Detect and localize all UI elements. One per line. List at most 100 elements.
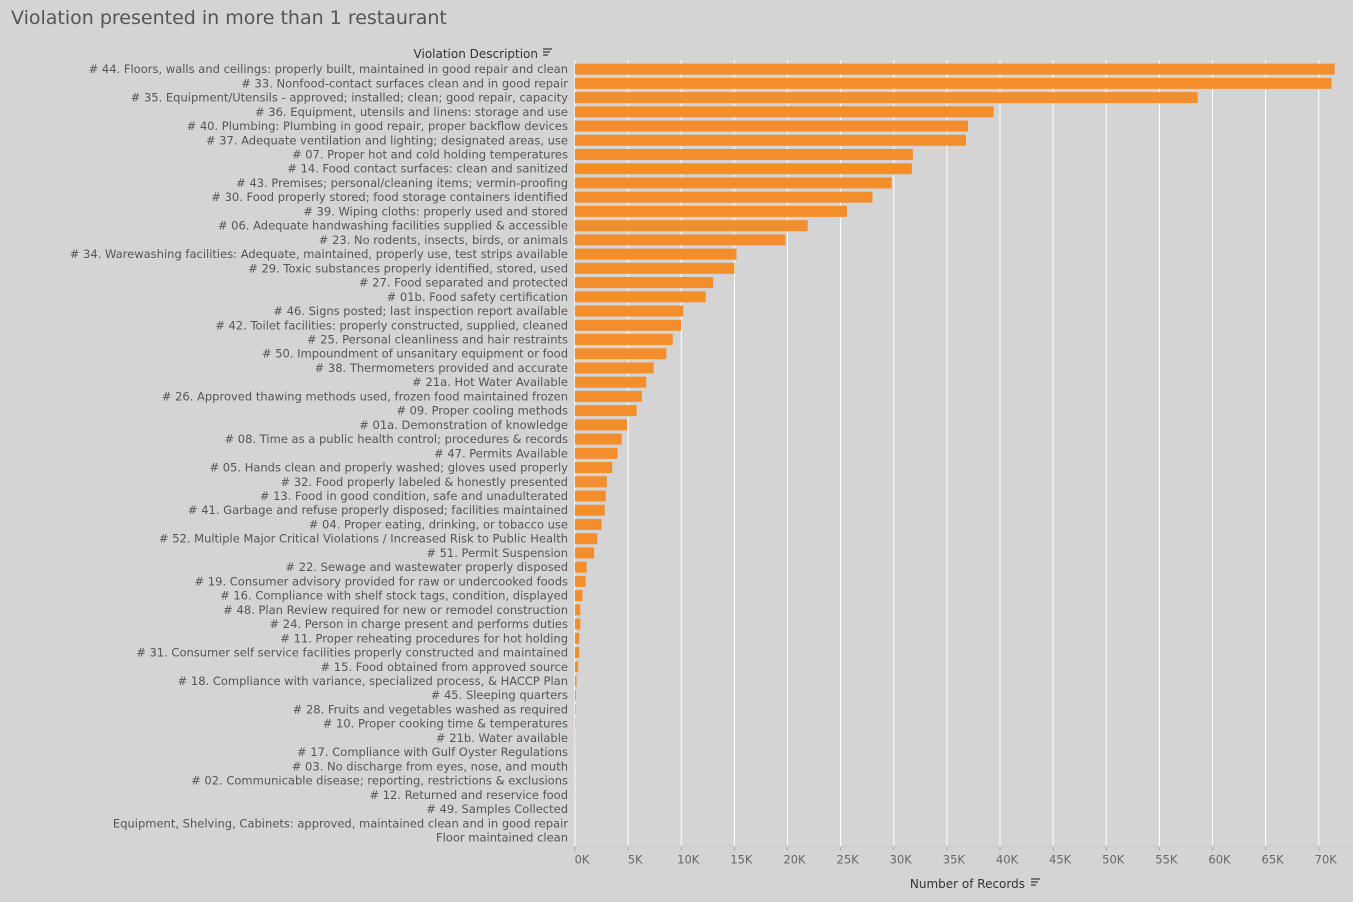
bar[interactable] bbox=[575, 604, 581, 616]
bar[interactable] bbox=[575, 348, 667, 360]
bar[interactable] bbox=[575, 277, 714, 289]
category-label: Equipment, Shelving, Cabinets: approved,… bbox=[113, 816, 568, 830]
category-label: # 45. Sleeping quarters bbox=[431, 688, 568, 702]
bar[interactable] bbox=[575, 92, 1198, 104]
bar[interactable] bbox=[575, 504, 605, 516]
bar[interactable] bbox=[575, 376, 647, 388]
category-label: # 46. Signs posted; last inspection repo… bbox=[273, 304, 568, 318]
bar[interactable] bbox=[575, 661, 579, 673]
category-label: # 22. Sewage and wastewater properly dis… bbox=[285, 560, 568, 574]
category-label: # 25. Personal cleanliness and hair rest… bbox=[307, 332, 568, 346]
bar[interactable] bbox=[575, 490, 606, 502]
x-tick-label: 5K bbox=[628, 853, 643, 867]
sort-descending-icon[interactable] bbox=[1031, 878, 1040, 886]
bar[interactable] bbox=[575, 291, 706, 303]
category-label: # 01a. Demonstration of knowledge bbox=[359, 418, 568, 432]
x-axis-ticks: 0K 5K 10K 15K 20K 25K 30K 35K 40K 45K 50K 55K 60K 65K… bbox=[574, 846, 1350, 867]
y-axis-title: Violation Description bbox=[414, 47, 538, 61]
bar[interactable] bbox=[575, 305, 684, 317]
category-label: # 30. Food properly stored; food storage… bbox=[211, 190, 568, 204]
bar[interactable] bbox=[575, 533, 598, 545]
x-tick-label: 60K bbox=[1208, 853, 1231, 867]
category-label: # 23. No rodents, insects, birds, or ani… bbox=[319, 233, 568, 247]
x-tick-label: 40K bbox=[996, 853, 1019, 867]
bar[interactable] bbox=[575, 462, 613, 474]
category-label: # 31. Consumer self service facilities p… bbox=[136, 646, 568, 660]
category-label: # 44. Floors, walls and ceilings: proper… bbox=[89, 62, 568, 76]
category-label: # 26. Approved thawing methods used, fro… bbox=[162, 389, 568, 403]
bar[interactable] bbox=[575, 177, 892, 189]
category-label: # 32. Food properly labeled & honestly p… bbox=[281, 475, 568, 489]
x-tick-label: 70K bbox=[1315, 853, 1338, 867]
bar[interactable] bbox=[575, 333, 673, 345]
x-tick-label: 65K bbox=[1262, 853, 1285, 867]
bar[interactable] bbox=[575, 590, 583, 602]
x-tick-label: 55K bbox=[1155, 853, 1178, 867]
category-label: # 49. Samples Collected bbox=[426, 802, 568, 816]
sort-descending-icon[interactable] bbox=[543, 48, 552, 56]
bar[interactable] bbox=[575, 63, 1335, 75]
category-label: # 12. Returned and reservice food bbox=[369, 788, 568, 802]
bar[interactable] bbox=[575, 163, 912, 175]
bar[interactable] bbox=[575, 618, 581, 630]
gridlines bbox=[574, 60, 1320, 847]
bar[interactable] bbox=[575, 390, 642, 402]
category-label: # 19. Consumer advisory provided for raw… bbox=[195, 574, 568, 588]
x-tick-label: 45K bbox=[1049, 853, 1072, 867]
bar[interactable] bbox=[575, 120, 969, 132]
bar[interactable] bbox=[575, 476, 607, 488]
bar[interactable] bbox=[575, 632, 580, 644]
category-label: # 11. Proper reheating procedures for ho… bbox=[280, 631, 568, 645]
bar[interactable] bbox=[575, 205, 847, 217]
bar[interactable] bbox=[575, 675, 577, 687]
category-label: # 42. Toilet facilities: properly constr… bbox=[215, 318, 568, 332]
bar[interactable] bbox=[575, 262, 735, 274]
category-label: # 01b. Food safety certification bbox=[387, 290, 568, 304]
bar[interactable] bbox=[575, 561, 587, 573]
bar[interactable] bbox=[575, 405, 637, 417]
category-label: # 48. Plan Review required for new or re… bbox=[223, 603, 568, 617]
category-label: # 04. Proper eating, drinking, or tobacc… bbox=[309, 517, 568, 531]
bar[interactable] bbox=[575, 419, 628, 431]
category-label: # 21a. Hot Water Available bbox=[412, 375, 568, 389]
bar[interactable] bbox=[575, 319, 682, 331]
category-label: # 38. Thermometers provided and accurate bbox=[315, 361, 568, 375]
category-label: # 21b. Water available bbox=[436, 731, 568, 745]
bar[interactable] bbox=[575, 447, 618, 459]
bar[interactable] bbox=[575, 77, 1332, 89]
bar[interactable] bbox=[575, 647, 580, 659]
category-label: # 06. Adequate handwashing facilities su… bbox=[218, 219, 568, 233]
x-tick-label: 15K bbox=[730, 853, 753, 867]
bar[interactable] bbox=[575, 689, 576, 701]
category-label: # 03. No discharge from eyes, nose, and … bbox=[292, 759, 568, 773]
x-tick-label: 35K bbox=[943, 853, 966, 867]
category-label: # 17. Compliance with Gulf Oyster Regula… bbox=[297, 745, 568, 759]
bars bbox=[575, 63, 1335, 844]
category-label: # 16. Compliance with shelf stock tags, … bbox=[220, 589, 568, 603]
category-label: # 05. Hands clean and properly washed; g… bbox=[209, 461, 568, 475]
category-labels: # 44. Floors, walls and ceilings: proper… bbox=[70, 62, 569, 844]
category-label: # 28. Fruits and vegetables washed as re… bbox=[293, 702, 568, 716]
bar[interactable] bbox=[575, 518, 602, 530]
bar[interactable] bbox=[575, 220, 808, 232]
bar[interactable] bbox=[575, 362, 654, 374]
bar[interactable] bbox=[575, 575, 586, 587]
x-tick-label: 30K bbox=[890, 853, 913, 867]
bar[interactable] bbox=[575, 234, 786, 246]
bar[interactable] bbox=[575, 191, 873, 203]
category-label: # 41. Garbage and refuse properly dispos… bbox=[188, 503, 568, 517]
bar[interactable] bbox=[575, 106, 994, 118]
x-tick-label: 25K bbox=[837, 853, 860, 867]
category-label: # 07. Proper hot and cold holding temper… bbox=[292, 147, 568, 161]
chart-title: Violation presented in more than 1 resta… bbox=[11, 7, 447, 29]
category-label: # 09. Proper cooling methods bbox=[396, 404, 568, 418]
bar[interactable] bbox=[575, 134, 966, 146]
category-label: # 47. Permits Available bbox=[434, 446, 568, 460]
bar[interactable] bbox=[575, 433, 622, 445]
bar[interactable] bbox=[575, 248, 737, 260]
bar[interactable] bbox=[575, 148, 913, 160]
category-label: # 37. Adequate ventilation and lighting;… bbox=[206, 133, 568, 147]
x-tick-label: 50K bbox=[1102, 853, 1125, 867]
bar[interactable] bbox=[575, 547, 595, 559]
